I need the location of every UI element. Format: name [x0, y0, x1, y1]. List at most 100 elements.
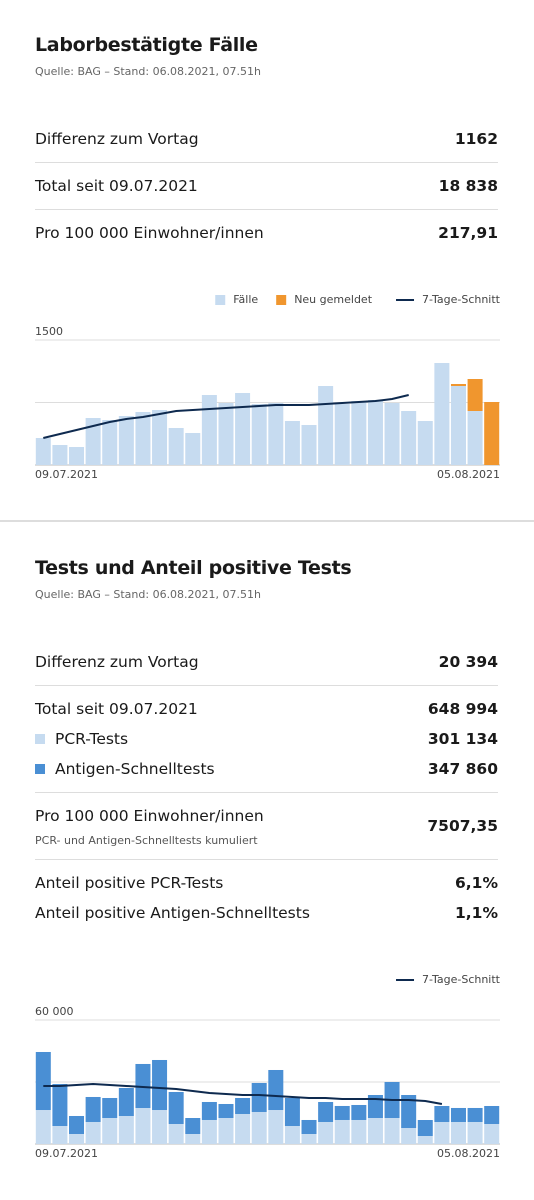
stat-label-box: Differenz zum Vortag — [35, 124, 199, 154]
stat-label-box: Total seit 09.07.2021 — [35, 694, 198, 724]
bar-segment — [102, 1118, 118, 1144]
stat-label-text: Pro 100 000 Einwohner/innen — [35, 224, 264, 242]
stat-group: Differenz zum Vortag 1162 — [35, 116, 498, 163]
bar-segment — [251, 404, 267, 465]
bar-segment — [434, 363, 450, 465]
bar-segment — [52, 445, 68, 465]
section-title: Laborbestätigte Fälle — [35, 34, 258, 56]
bar-segment — [102, 1097, 118, 1119]
stat-label-box: Total seit 09.07.2021 — [35, 171, 198, 201]
stat-label: Pro 100 000 Einwohner/innen — [35, 218, 264, 248]
bar-segment — [118, 1087, 134, 1116]
bar-segment — [35, 1051, 51, 1111]
stat-row: Total seit 09.07.2021 18 838 — [35, 171, 498, 201]
bar-segment — [384, 1118, 400, 1144]
source: Quelle: BAG – Stand: 06.08.2021, 07.51h — [35, 65, 262, 78]
bar-segment — [102, 420, 118, 465]
legend-marker — [276, 295, 287, 305]
bar-segment — [284, 1125, 300, 1144]
stat-group: Anteil positive PCR-Tests 6,1% Anteil posi… — [35, 860, 498, 936]
stat-value: 1162 — [454, 130, 498, 148]
bar-segment — [367, 400, 383, 465]
bar-segment — [118, 1115, 134, 1144]
stats: Differenz zum Vortag 20 394 Total seit 09.… — [35, 639, 498, 936]
bar-segment — [201, 1119, 217, 1144]
stat-label-text: Total seit 09.07.2021 — [35, 177, 198, 195]
stat-value: 648 994 — [427, 700, 498, 718]
stat-label-text: Differenz zum Vortag — [35, 653, 199, 671]
bar-segment — [484, 1105, 500, 1124]
bar-segment — [85, 418, 101, 465]
divider — [0, 520, 534, 522]
bar-segment — [69, 447, 85, 465]
bar-segment — [251, 1082, 267, 1112]
stat-note: PCR- und Antigen-Schnelltests kumuliert — [35, 834, 258, 847]
bar-segment — [135, 1063, 151, 1108]
legend-marker — [215, 295, 226, 305]
bar-segment — [401, 1128, 417, 1144]
bar-segment — [135, 1107, 151, 1144]
bar-segment — [268, 1069, 284, 1111]
bar-segment — [450, 1121, 466, 1144]
bar-segment — [268, 1110, 284, 1144]
bar-segment — [318, 386, 334, 465]
stat-row: Anteil positive PCR-Tests 6,1% — [35, 868, 498, 898]
bar-segment — [450, 1107, 466, 1122]
bar-segment — [35, 1110, 51, 1144]
bar-segment — [401, 411, 417, 465]
bar-segment — [152, 1110, 168, 1144]
bar-segment — [334, 404, 350, 465]
bar-segment — [301, 1119, 317, 1134]
bar-segment — [484, 402, 500, 465]
bar-segment — [201, 395, 217, 465]
bar-segment — [268, 403, 284, 465]
source: Quelle: BAG – Stand: 06.08.2021, 07.51h — [35, 588, 262, 601]
bar-segment — [152, 410, 168, 465]
bar-segment — [417, 421, 433, 465]
bar-segment — [367, 1094, 383, 1119]
bar-segment — [185, 433, 201, 465]
bar-segment — [450, 386, 466, 465]
stat-row: Pro 100 000 Einwohner/innen PCR- und Anti… — [35, 801, 498, 851]
bar-segment — [467, 1107, 483, 1122]
bar-segment — [434, 1105, 450, 1122]
stat-label-box: Differenz zum Vortag — [35, 647, 199, 677]
stat-row: Total seit 09.07.2021 648 994 — [35, 694, 498, 724]
x-tick-label: 09.07.2021 — [35, 1147, 98, 1160]
bar-segment — [185, 1118, 201, 1134]
x-tick-label: 05.08.2021 — [437, 1147, 500, 1160]
bar-segment — [351, 1104, 367, 1120]
bar-segment — [384, 403, 400, 465]
bar-segment — [201, 1101, 217, 1120]
bar-segment — [484, 1123, 500, 1144]
stat-row: Differenz zum Vortag 1162 — [35, 124, 498, 154]
bar-segment — [85, 1096, 101, 1122]
bar-segment — [351, 401, 367, 465]
stat-label-text: PCR-Tests — [55, 730, 129, 748]
stat-label-text: Pro 100 000 Einwohner/innen — [35, 807, 264, 825]
bar-segment — [52, 1125, 68, 1144]
bar-segment — [284, 1097, 300, 1126]
stat-row: Differenz zum Vortag 20 394 — [35, 647, 498, 677]
bar-segment — [417, 1136, 433, 1144]
legend-marker — [35, 734, 45, 744]
stat-label-box: Antigen-Schnelltests — [35, 754, 215, 784]
stat-value: 7507,35 — [427, 817, 498, 835]
stat-label-text: Total seit 09.07.2021 — [35, 700, 198, 718]
bar-segment — [351, 1119, 367, 1144]
legend-label: 7-Tage-Schnitt — [422, 293, 501, 306]
stat-label-text: Anteil positive Antigen-Schnelltests — [35, 904, 310, 922]
stat-value: 347 860 — [427, 760, 498, 778]
x-tick-label: 09.07.2021 — [35, 468, 98, 481]
stat-label-text: Anteil positive PCR-Tests — [35, 874, 224, 892]
bar-segment — [152, 1059, 168, 1111]
bar-segment — [467, 1121, 483, 1144]
bar-segment — [301, 1133, 317, 1144]
stat-group: Total seit 09.07.2021 18 838 — [35, 163, 498, 210]
bar-segment — [284, 421, 300, 465]
bar-segment — [118, 416, 134, 465]
stat-label: Total seit 09.07.2021 — [35, 171, 198, 201]
bar-segment — [334, 1119, 350, 1144]
stat-row: PCR-Tests 301 134 — [35, 724, 498, 754]
